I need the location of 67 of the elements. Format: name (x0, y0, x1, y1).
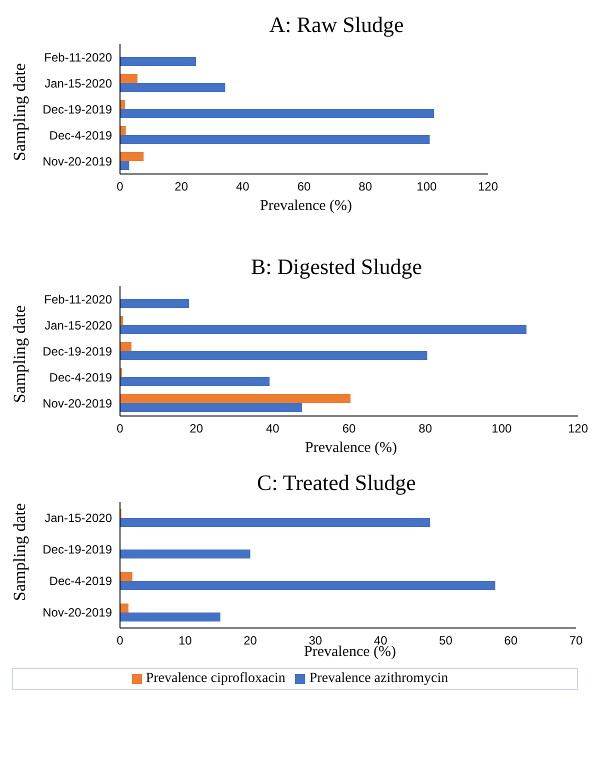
chart-title: A: Raw Sludge (268, 11, 405, 38)
bar (120, 299, 190, 308)
y-tick-label: Feb-11-2020 (44, 50, 112, 64)
bar (120, 83, 226, 92)
x-tick-label: 10 (178, 634, 192, 648)
y-tick-label: Dec-4-2019 (49, 574, 112, 588)
bar (120, 394, 351, 403)
y-tick-label: Dec-19-2019 (42, 102, 112, 116)
x-tick-label: 120 (568, 422, 588, 436)
x-tick-label: 60 (342, 422, 356, 436)
bar (120, 604, 128, 612)
y-axis-title: Sampling date (10, 304, 30, 405)
bar (120, 74, 138, 83)
x-tick-label: 120 (478, 180, 498, 194)
x-axis-title: Prevalence (%) (304, 440, 398, 457)
bar (120, 550, 250, 558)
x-tick-label: 70 (569, 634, 583, 648)
x-tick-label: 20 (174, 180, 188, 194)
bar (120, 152, 144, 161)
y-tick-label: Dec-4-2019 (49, 370, 112, 384)
y-tick-label: Jan-15-2020 (44, 76, 112, 90)
y-tick-label: Jan-15-2020 (44, 511, 112, 526)
x-tick-label: 80 (418, 422, 432, 436)
bar (120, 581, 496, 590)
x-tick-label: 100 (416, 180, 437, 194)
bar (120, 572, 132, 581)
x-tick-label: 0 (116, 634, 124, 648)
x-tick-label: 20 (190, 422, 204, 436)
x-tick-label: 0 (116, 180, 124, 194)
legend-label: Prevalence azithromycin (309, 671, 448, 686)
y-tick-label: Dec-19-2019 (42, 344, 112, 358)
x-tick-label: 0 (116, 422, 124, 436)
bar (120, 126, 126, 135)
y-axis-title: Sampling date (10, 502, 30, 602)
legend-label: Prevalence ciprofloxacin (146, 671, 286, 686)
bar (120, 135, 430, 144)
x-tick-label: 40 (236, 180, 250, 194)
bar (120, 325, 526, 334)
bar (120, 518, 430, 527)
bar (120, 57, 196, 66)
bar (120, 109, 434, 118)
x-tick-label: 100 (492, 422, 512, 436)
bar (120, 342, 132, 351)
bar (120, 377, 270, 386)
bar (120, 403, 302, 412)
x-tick-label: 50 (439, 634, 453, 648)
y-tick-label: Nov-20-2019 (42, 606, 112, 620)
x-tick-label: 20 (244, 634, 258, 648)
y-tick-label: Jan-15-2020 (44, 318, 112, 332)
x-tick-label: 60 (297, 180, 311, 194)
bar (120, 161, 130, 170)
chart-title: C: Treated Sludge (256, 469, 417, 496)
y-tick-label: Dec-4-2019 (49, 128, 112, 142)
bar (120, 612, 220, 622)
y-tick-label: Nov-20-2019 (42, 154, 112, 168)
y-axis-title: Sampling date (10, 62, 30, 163)
y-tick-label: Nov-20-2019 (42, 396, 112, 410)
y-tick-label: Feb-11-2020 (44, 292, 112, 306)
x-axis-title: Prevalence (%) (258, 198, 354, 215)
chart-title: B: Digested Sludge (250, 253, 424, 280)
y-tick-label: Dec-19-2019 (42, 542, 112, 557)
bar (120, 100, 125, 109)
x-tick-label: 60 (504, 634, 518, 648)
x-tick-label: 40 (266, 422, 280, 436)
x-axis-title: Prevalence (%) (304, 644, 396, 660)
x-tick-label: 80 (358, 180, 372, 194)
bar (120, 351, 428, 360)
